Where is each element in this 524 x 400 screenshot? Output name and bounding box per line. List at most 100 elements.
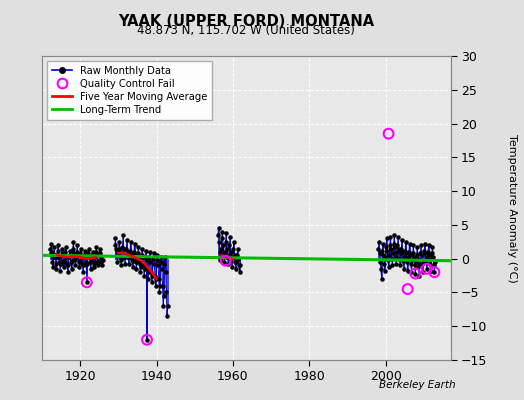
Point	[72, 254, 80, 260]
Point	[214, 232, 222, 238]
Point	[390, 232, 398, 238]
Point	[51, 252, 59, 258]
Point	[132, 259, 140, 265]
Point	[414, 264, 423, 270]
Point	[382, 243, 390, 250]
Point	[112, 245, 121, 252]
Point	[136, 269, 145, 275]
Point	[399, 258, 407, 264]
Point	[411, 270, 420, 277]
Point	[48, 249, 56, 255]
Title: 48.873 N, 115.702 W (United States): 48.873 N, 115.702 W (United States)	[137, 24, 355, 37]
Point	[232, 266, 240, 272]
Point	[235, 262, 243, 269]
Text: Berkeley Earth: Berkeley Earth	[379, 380, 456, 390]
Point	[388, 262, 397, 269]
Point	[401, 238, 410, 245]
Point	[150, 261, 158, 267]
Point	[161, 269, 170, 275]
Point	[130, 249, 138, 255]
Point	[149, 256, 157, 262]
Point	[99, 257, 107, 263]
Point	[118, 243, 127, 250]
Point	[148, 279, 156, 286]
Legend: Raw Monthly Data, Quality Control Fail, Five Year Moving Average, Long-Term Tren: Raw Monthly Data, Quality Control Fail, …	[47, 61, 212, 120]
Point	[47, 241, 56, 247]
Point	[84, 250, 92, 256]
Point	[222, 258, 230, 264]
Point	[220, 259, 228, 265]
Point	[135, 254, 143, 260]
Point	[419, 269, 427, 275]
Point	[132, 266, 140, 272]
Point	[402, 250, 411, 256]
Point	[400, 266, 408, 272]
Point	[151, 282, 160, 289]
Point	[119, 245, 128, 252]
Point	[83, 279, 91, 286]
Point	[383, 247, 391, 254]
Point	[117, 254, 126, 260]
Point	[397, 245, 406, 252]
Point	[62, 243, 70, 250]
Point	[384, 257, 392, 263]
Point	[143, 336, 151, 343]
Point	[395, 256, 403, 262]
Point	[406, 252, 414, 258]
Point	[74, 252, 82, 258]
Text: YAAK (UPPER FORD) MONTANA: YAAK (UPPER FORD) MONTANA	[118, 14, 374, 29]
Point	[84, 245, 93, 252]
Point	[418, 261, 427, 267]
Point	[396, 262, 404, 269]
Point	[79, 269, 87, 275]
Point	[77, 245, 85, 252]
Point	[421, 241, 429, 247]
Point	[149, 250, 158, 256]
Y-axis label: Temperature Anomaly (°C): Temperature Anomaly (°C)	[507, 134, 517, 282]
Point	[133, 259, 141, 265]
Point	[376, 259, 385, 265]
Point	[395, 245, 403, 252]
Point	[428, 250, 436, 256]
Point	[66, 247, 74, 254]
Point	[81, 254, 90, 260]
Point	[391, 243, 399, 250]
Point	[417, 242, 425, 248]
Point	[420, 247, 429, 254]
Point	[235, 269, 244, 275]
Point	[85, 254, 94, 260]
Point	[119, 232, 127, 238]
Point	[404, 254, 412, 260]
Point	[400, 254, 409, 260]
Point	[48, 259, 57, 265]
Point	[128, 257, 136, 263]
Point	[425, 252, 433, 258]
Point	[398, 249, 407, 255]
Point	[91, 259, 99, 265]
Point	[124, 254, 133, 260]
Point	[218, 228, 226, 235]
Point	[160, 261, 169, 267]
Point	[159, 303, 167, 309]
Point	[46, 245, 54, 252]
Point	[123, 249, 132, 255]
Point	[87, 258, 95, 264]
Point	[138, 245, 146, 252]
Point	[54, 254, 63, 260]
Point	[51, 261, 60, 267]
Point	[129, 258, 137, 264]
Point	[146, 259, 155, 265]
Point	[111, 235, 119, 242]
Point	[392, 261, 400, 267]
Point	[114, 250, 122, 256]
Point	[139, 262, 148, 269]
Point	[60, 259, 69, 265]
Point	[140, 266, 149, 272]
Point	[386, 242, 394, 248]
Point	[385, 264, 393, 270]
Point	[221, 249, 229, 255]
Point	[386, 234, 395, 240]
Point	[413, 243, 421, 250]
Point	[67, 259, 75, 265]
Point	[224, 261, 232, 267]
